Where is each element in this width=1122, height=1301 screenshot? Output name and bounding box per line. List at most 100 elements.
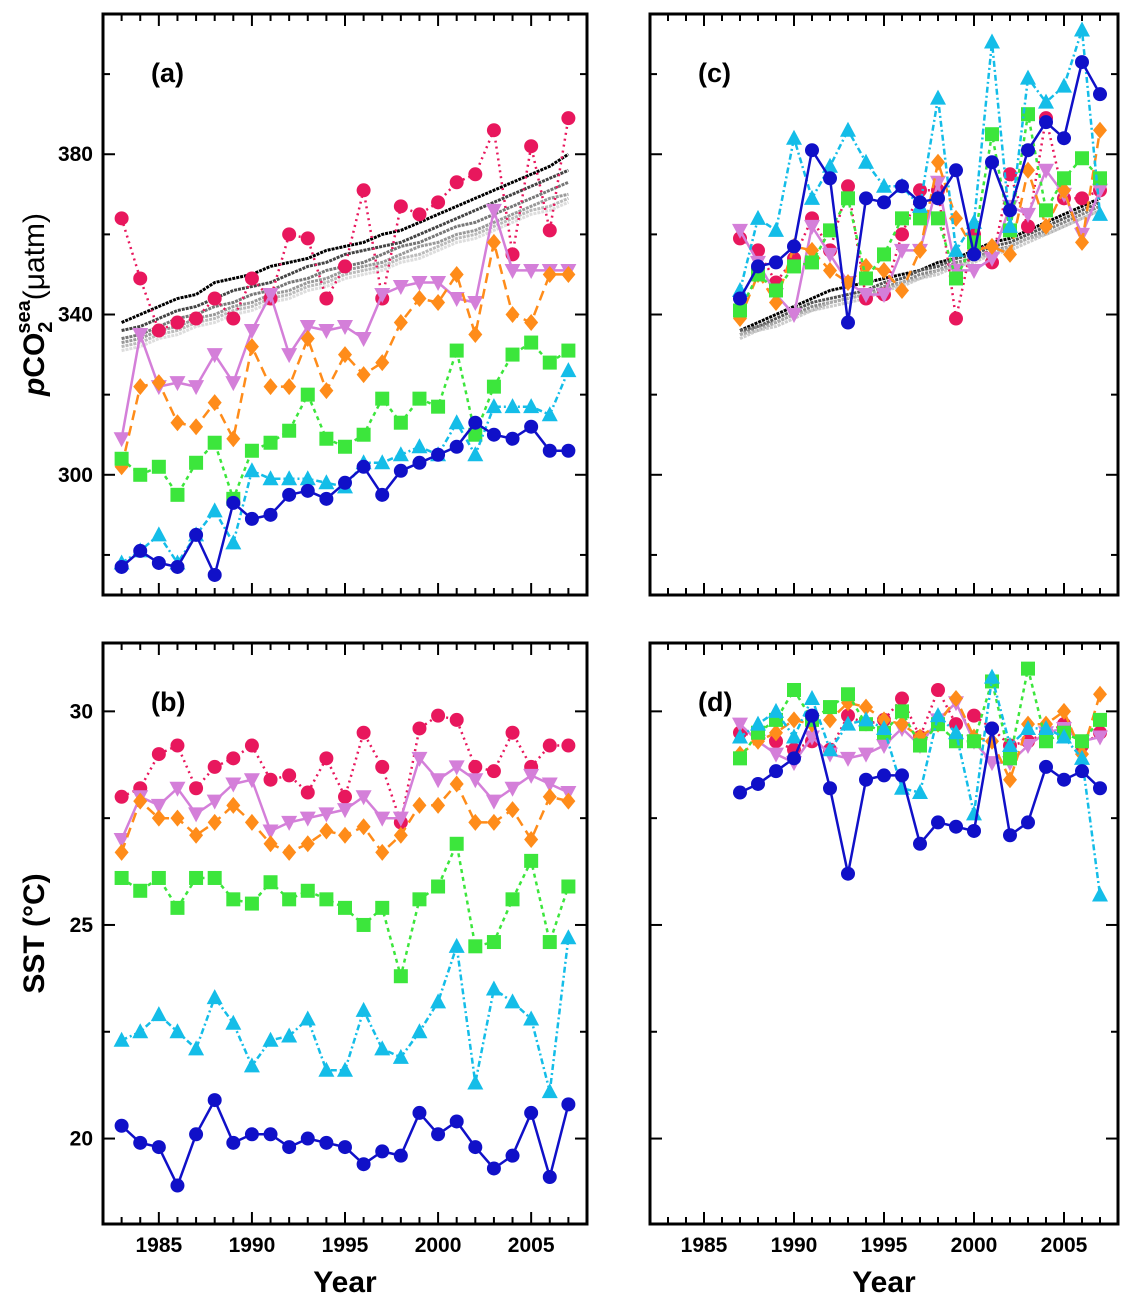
data-point (768, 702, 784, 718)
data-point (318, 807, 335, 823)
data-point (841, 866, 855, 881)
data-point (207, 813, 222, 831)
data-point (393, 463, 408, 478)
data-point (486, 379, 501, 394)
data-point (263, 875, 278, 890)
data-point (412, 721, 427, 736)
data-point (207, 870, 222, 885)
data-point (189, 455, 204, 470)
data-point (949, 271, 963, 286)
data-point (338, 900, 352, 915)
data-point (169, 1023, 186, 1039)
data-point (877, 195, 891, 210)
data-point (375, 391, 390, 406)
data-point (374, 1040, 391, 1056)
data-point (787, 711, 801, 729)
data-point (282, 423, 297, 438)
data-point (985, 237, 999, 255)
data-point (392, 446, 409, 462)
data-point (468, 427, 483, 442)
data-point (966, 805, 982, 821)
data-point (262, 287, 279, 303)
data-point (542, 1170, 557, 1185)
data-point (170, 414, 185, 432)
data-point (1075, 764, 1089, 779)
data-point (244, 813, 259, 831)
data-point (486, 1161, 501, 1176)
data-point (769, 764, 783, 779)
data-point (504, 398, 521, 414)
data-point (412, 289, 427, 307)
data-point (449, 265, 464, 283)
data-point (226, 430, 241, 448)
data-point (133, 543, 148, 558)
data-point (282, 227, 297, 242)
data-point (449, 712, 464, 727)
data-point (787, 682, 801, 697)
data-point (523, 1010, 540, 1026)
x-tick-label: 1995 (322, 1234, 369, 1257)
data-point (1075, 55, 1089, 70)
data-point (206, 502, 223, 518)
data-point (561, 265, 576, 283)
data-point (769, 724, 783, 742)
data-point (151, 809, 166, 827)
data-point (504, 263, 521, 279)
data-point (449, 439, 464, 454)
data-point (225, 777, 242, 793)
data-point (375, 900, 390, 915)
data-point (1021, 143, 1035, 158)
data-point (1038, 719, 1054, 735)
data-point (542, 443, 557, 458)
data-point (858, 711, 874, 727)
data-point (486, 233, 501, 251)
data-point (1002, 737, 1018, 753)
data-point (467, 295, 484, 311)
data-point (931, 211, 945, 226)
data-point (338, 346, 352, 364)
data-point (319, 291, 334, 306)
data-point (504, 993, 521, 1009)
data-point (542, 935, 557, 950)
data-point (189, 1127, 204, 1142)
data-point (356, 818, 371, 836)
data-point (170, 738, 185, 753)
data-point (804, 219, 820, 235)
data-point (355, 790, 372, 806)
data-point (787, 259, 801, 274)
data-point (1074, 21, 1090, 37)
data-point (876, 287, 892, 303)
data-point (542, 265, 557, 283)
data-point (468, 1140, 483, 1155)
data-point (282, 487, 297, 502)
data-point (189, 781, 204, 796)
data-point (114, 559, 129, 574)
data-point (787, 751, 801, 766)
data-point (523, 263, 540, 279)
data-point (768, 221, 784, 237)
data-point (319, 822, 334, 840)
data-point (913, 211, 927, 226)
data-point (840, 715, 856, 731)
data-point (449, 836, 464, 851)
data-point (411, 751, 428, 767)
data-point (823, 223, 837, 238)
data-point (132, 1023, 149, 1039)
x-axis-title: Year (313, 1266, 377, 1299)
data-point (430, 993, 447, 1009)
data-point (393, 826, 408, 844)
data-point (226, 1135, 241, 1150)
data-point (300, 231, 315, 246)
data-point (966, 213, 982, 229)
data-point (1039, 203, 1053, 218)
data-point (448, 760, 465, 776)
data-point (750, 209, 766, 225)
data-point (733, 785, 747, 800)
data-point (151, 747, 166, 762)
series-6 (114, 1093, 576, 1193)
data-point (226, 495, 241, 510)
data-point (411, 275, 428, 291)
data-point (1075, 233, 1089, 251)
data-point (733, 291, 747, 306)
data-point (858, 153, 874, 169)
